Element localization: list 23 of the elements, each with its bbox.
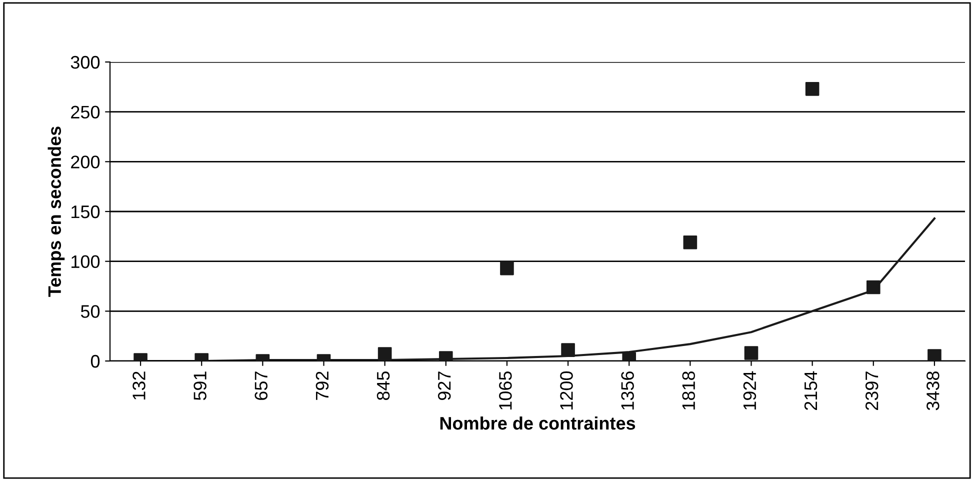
x-tick-label: 3438: [926, 372, 940, 410]
x-tick-label: 1818: [682, 372, 696, 410]
y-tick-label: 250: [71, 106, 100, 119]
x-tick-label: 845: [376, 371, 390, 400]
x-tick-label: 927: [438, 372, 451, 400]
x-tick-label: 1356: [621, 372, 634, 410]
x-tick-label: 591: [194, 372, 206, 400]
x-tick-label: 792: [316, 372, 329, 400]
y-tick-label: 150: [72, 205, 100, 218]
x-axis-title: Nombre de contraintes: [440, 416, 636, 430]
x-tick-label: 1200: [560, 371, 573, 410]
x-tick-label: 657: [254, 372, 268, 400]
y-tick-label: 0: [90, 354, 100, 368]
y-axis-title: Temps en secondes: [48, 126, 65, 297]
y-tick-label: 200: [71, 156, 100, 168]
y-tick-label: 300: [70, 56, 100, 69]
y-tick-label: 50: [80, 305, 100, 318]
y-tick-label: 100: [72, 255, 100, 268]
x-tick-label: 1065: [499, 371, 512, 410]
x-tick-label: 1924: [743, 371, 756, 410]
x-tick-label: 132: [132, 372, 146, 400]
x-tick-label: 2154: [804, 371, 818, 410]
x-tick-label: 2397: [865, 372, 878, 410]
